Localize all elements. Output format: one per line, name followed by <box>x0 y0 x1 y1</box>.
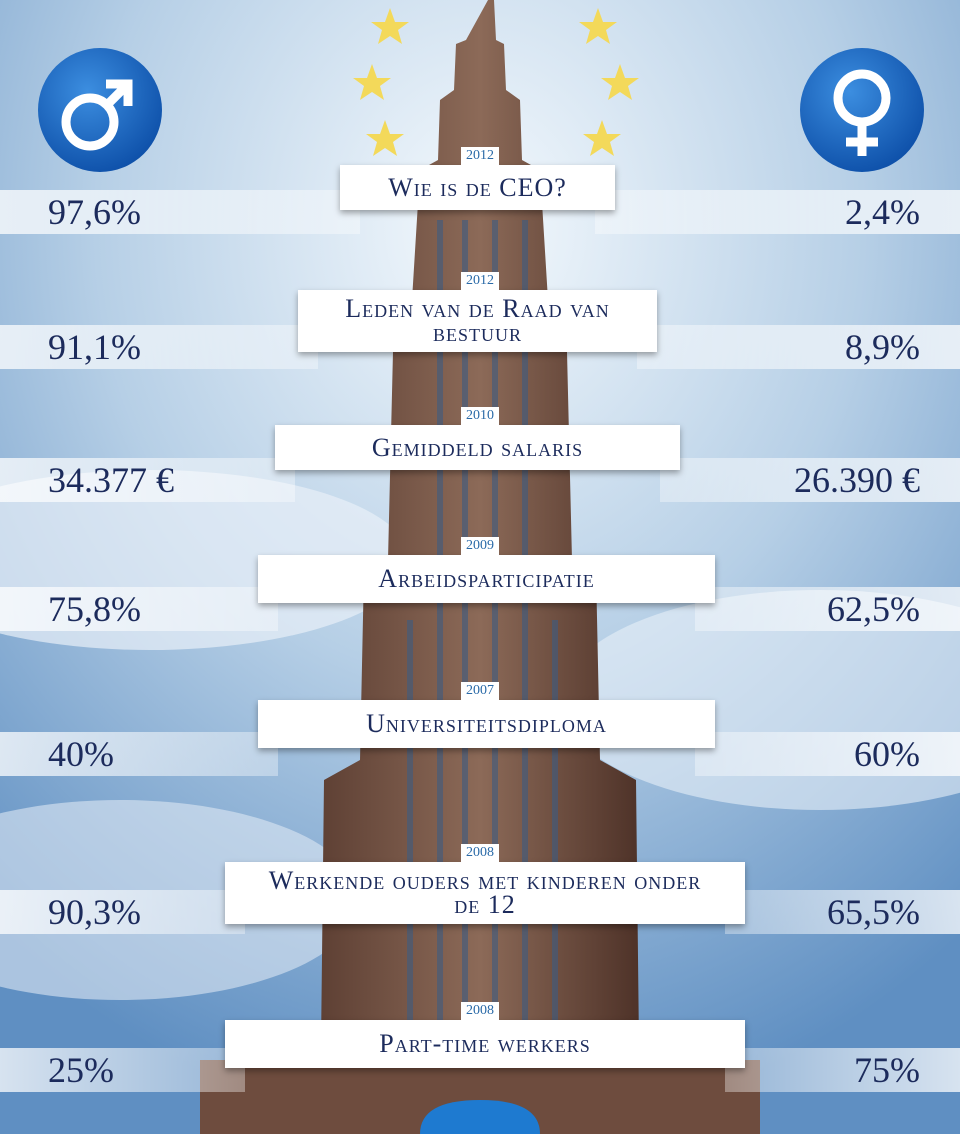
row-year: 2009 <box>461 537 499 555</box>
male-value: 91,1% <box>48 325 141 369</box>
row-title: Wie is de CEO? <box>340 176 615 200</box>
male-value: 25% <box>48 1048 114 1092</box>
row-year: 2012 <box>461 272 499 290</box>
female-value: 62,5% <box>827 587 920 631</box>
female-value: 60% <box>854 732 920 776</box>
female-value: 75% <box>854 1048 920 1092</box>
female-value: 8,9% <box>845 325 920 369</box>
female-value: 2,4% <box>845 190 920 234</box>
row-title: Leden van de Raad van bestuur <box>298 297 657 345</box>
male-value: 75,8% <box>48 587 141 631</box>
row-year: 2007 <box>461 682 499 700</box>
value-band <box>0 1048 245 1092</box>
male-value: 97,6% <box>48 190 141 234</box>
male-value: 34.377 € <box>48 458 174 502</box>
row-title: Universiteitsdiploma <box>258 712 715 736</box>
value-band <box>695 732 960 776</box>
male-value: 90,3% <box>48 890 141 934</box>
row-year: 2010 <box>461 407 499 425</box>
row-title: Gemiddeld salaris <box>275 436 680 460</box>
row-title: Arbeidsparticipatie <box>258 567 715 591</box>
row-year: 2008 <box>461 844 499 862</box>
infographic: 97,6% 2,4% Wie is de CEO? 2012 91,1% 8,9% Lede… <box>0 0 960 1134</box>
value-band <box>0 732 278 776</box>
row-year: 2012 <box>461 147 499 165</box>
value-band <box>725 1048 960 1092</box>
row-year: 2008 <box>461 1002 499 1020</box>
male-value: 40% <box>48 732 114 776</box>
row-title: Werkende ouders met kinderen onder de 12 <box>225 869 745 917</box>
female-value: 65,5% <box>827 890 920 934</box>
female-value: 26.390 € <box>794 458 920 502</box>
row-title: Part-time werkers <box>225 1032 745 1056</box>
